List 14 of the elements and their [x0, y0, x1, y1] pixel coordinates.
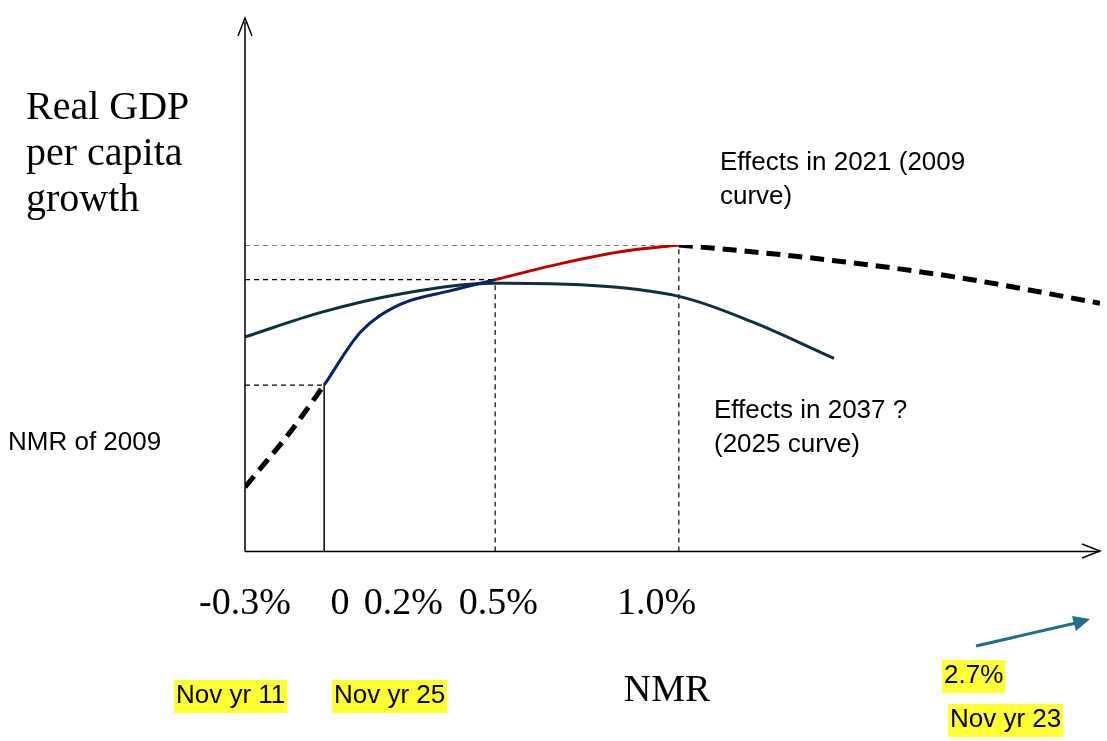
x-tick-label: -0.3% — [199, 580, 291, 623]
x-tick-label: 1.0% — [617, 580, 697, 623]
text: Effects in 2021 (2009 curve) — [720, 146, 966, 211]
x-tick-label: 0.2% — [363, 580, 443, 623]
annotation: Effects in 2037 ? (2025 curve) — [714, 394, 908, 459]
text: Nov yr 11 — [176, 679, 286, 710]
x-axis-title: NMR — [623, 666, 711, 709]
x-tick-label: 0 — [330, 580, 350, 623]
text: Nov yr 23 — [950, 703, 1062, 734]
text: Nov yr 25 — [334, 679, 446, 710]
x-tick-label: 0.5% — [458, 580, 538, 623]
text: NMR of 2009 — [8, 426, 162, 457]
text: 2.7% — [944, 659, 1004, 690]
y-axis-title: Real GDP per capita growth — [26, 82, 190, 220]
